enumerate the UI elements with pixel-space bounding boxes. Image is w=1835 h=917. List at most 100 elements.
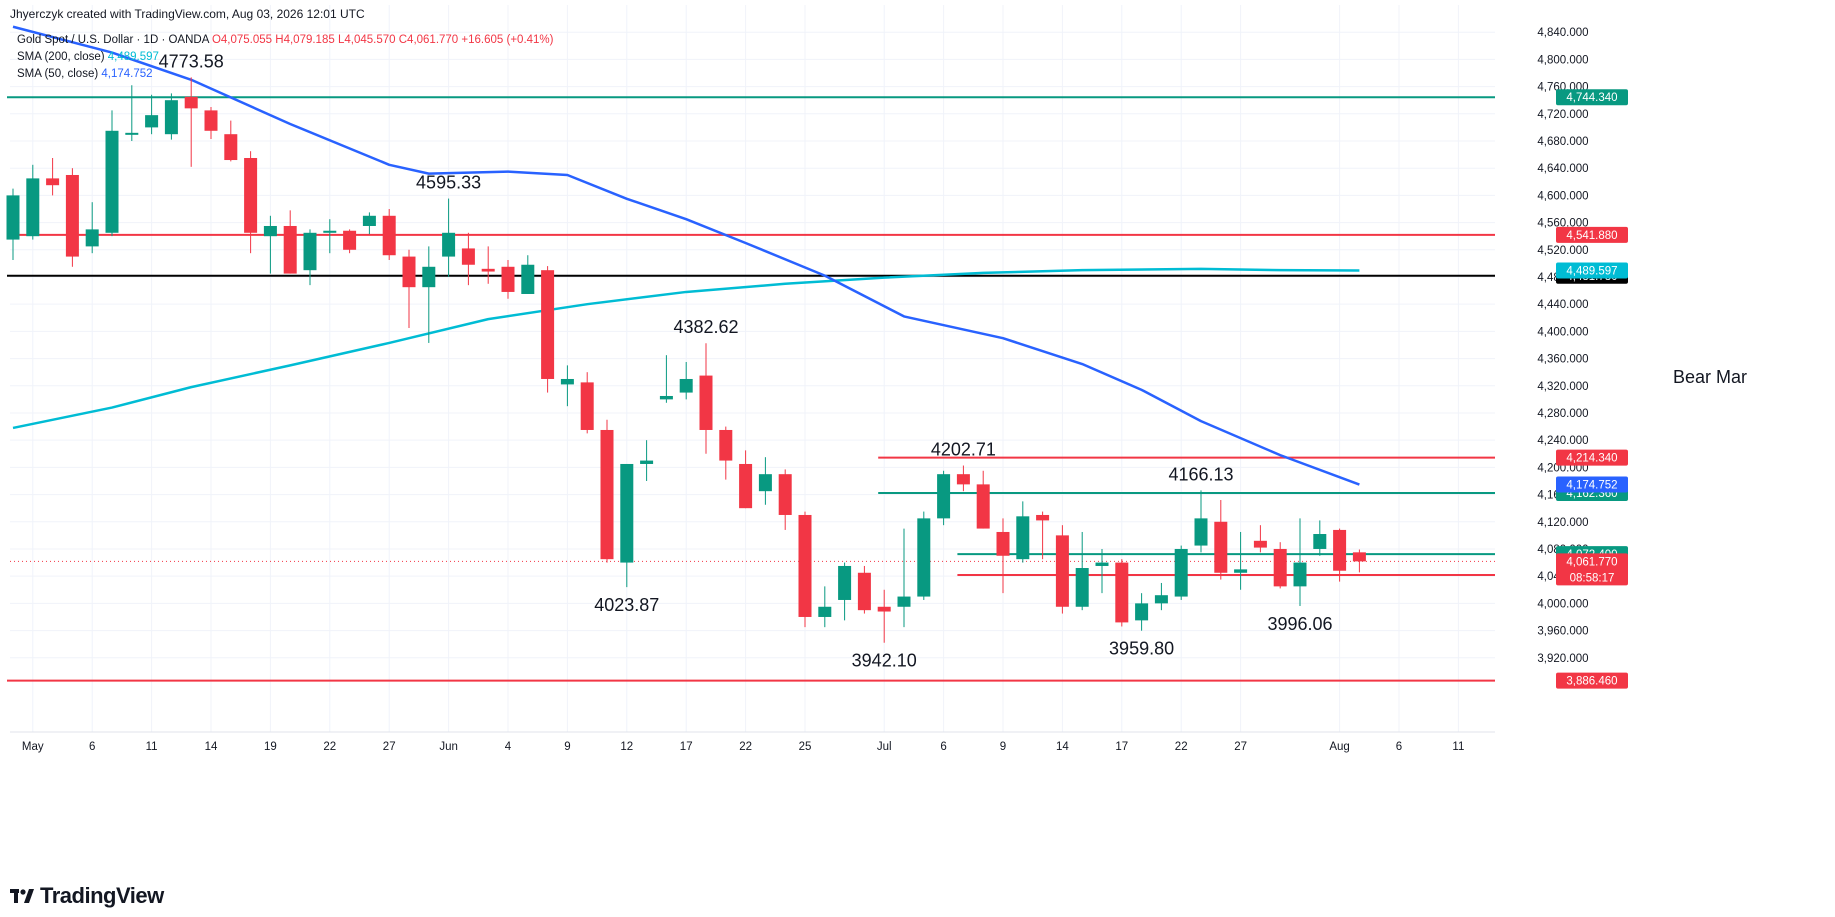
candle-body bbox=[323, 230, 337, 233]
x-tick-label: 12 bbox=[620, 741, 633, 753]
candle-body bbox=[778, 474, 792, 515]
level-price-tag-bg bbox=[1556, 449, 1628, 466]
candle-body bbox=[6, 195, 20, 240]
sma200-price-tag-bg bbox=[1556, 262, 1628, 279]
ohlc-close: C4,061.770 bbox=[398, 34, 459, 46]
x-tick-label: 14 bbox=[205, 741, 218, 753]
candle-body bbox=[937, 474, 951, 519]
candle-body bbox=[1352, 552, 1366, 562]
candle-body bbox=[1174, 548, 1188, 597]
level-price-tag: 3,886.460 bbox=[1566, 676, 1617, 688]
price-annotation: 4773.58 bbox=[159, 51, 224, 71]
candle-body bbox=[739, 463, 753, 509]
candle-body bbox=[1253, 540, 1267, 548]
candle-body bbox=[976, 484, 990, 529]
candle-body bbox=[46, 178, 60, 186]
candle-body bbox=[857, 572, 871, 611]
x-tick-label: Jun bbox=[439, 741, 458, 753]
x-tick-label: 19 bbox=[264, 741, 277, 753]
sma200-legend[interactable]: SMA (200, close) 4,489.597 bbox=[17, 51, 159, 63]
price-annotation: 3942.10 bbox=[852, 651, 917, 671]
candle-body bbox=[679, 378, 693, 393]
tradingview-brand[interactable]: TradingView bbox=[10, 883, 164, 909]
x-tick-label: 6 bbox=[940, 741, 946, 753]
candle-body bbox=[204, 110, 218, 131]
price-annotation: 4382.62 bbox=[673, 317, 738, 337]
level-price-tag: 4,541.880 bbox=[1566, 230, 1617, 242]
candle-body bbox=[818, 606, 832, 617]
candle-body bbox=[956, 474, 970, 485]
last-price-tag: 4,061.770 bbox=[1566, 556, 1617, 568]
y-tick-label: 4,000.000 bbox=[1537, 598, 1588, 610]
sma200-value: 4,489.597 bbox=[107, 51, 159, 63]
candle-body bbox=[164, 100, 178, 135]
x-tick-label: 22 bbox=[1175, 741, 1188, 753]
sma-200-line bbox=[12, 267, 1360, 430]
price-annotation: 4595.33 bbox=[416, 173, 481, 193]
candle-body bbox=[580, 382, 594, 430]
price-annotation: 4023.87 bbox=[594, 595, 659, 615]
candle-body bbox=[402, 256, 416, 288]
candle-body bbox=[1194, 518, 1208, 546]
candle-body bbox=[758, 474, 772, 492]
candle-body bbox=[125, 132, 139, 135]
ohlc-change: +16.605 (+0.41%) bbox=[461, 34, 554, 46]
candle-body bbox=[362, 215, 376, 226]
candle-body bbox=[422, 266, 436, 288]
x-tick-label: 25 bbox=[799, 741, 812, 753]
candle-body bbox=[838, 565, 852, 600]
y-tick-label: 4,520.000 bbox=[1537, 245, 1588, 257]
x-tick-label: 27 bbox=[1234, 741, 1247, 753]
y-tick-label: 4,240.000 bbox=[1537, 435, 1588, 447]
candle-body bbox=[1095, 562, 1109, 566]
x-tick-label: Aug bbox=[1329, 741, 1349, 753]
price-annotation: 4166.13 bbox=[1168, 464, 1233, 484]
candle-body bbox=[1313, 534, 1327, 549]
y-tick-label: 4,680.000 bbox=[1537, 136, 1588, 148]
candle-body bbox=[1293, 562, 1307, 587]
candle-body bbox=[541, 270, 555, 379]
y-tick-label: 4,280.000 bbox=[1537, 408, 1588, 420]
candle-body bbox=[26, 178, 40, 237]
candle-body bbox=[442, 232, 456, 257]
ohlc-low: L4,045.570 bbox=[337, 34, 396, 46]
y-tick-label: 4,320.000 bbox=[1537, 381, 1588, 393]
level-price-tag-bg bbox=[1556, 226, 1628, 243]
x-tick-label: May bbox=[22, 741, 44, 753]
x-tick-label: 14 bbox=[1056, 741, 1069, 753]
candle-body bbox=[224, 134, 238, 161]
symbol-legend[interactable]: Gold Spot / U.S. Dollar · 1D · OANDA O4,… bbox=[17, 34, 554, 46]
sma50-price-tag-bg bbox=[1556, 476, 1628, 493]
level-price-tag-bg bbox=[1556, 672, 1628, 689]
candle-body bbox=[65, 174, 79, 257]
candle-body bbox=[877, 606, 891, 612]
y-tick-label: 4,120.000 bbox=[1537, 517, 1588, 529]
sma50-price-tag: 4,174.752 bbox=[1566, 480, 1617, 492]
candle-body bbox=[1036, 514, 1050, 521]
x-tick-label: 27 bbox=[383, 741, 396, 753]
y-tick-label: 4,440.000 bbox=[1537, 299, 1588, 311]
candle-body bbox=[640, 460, 654, 464]
candle-body bbox=[1055, 535, 1069, 607]
x-tick-label: 9 bbox=[1000, 741, 1006, 753]
x-tick-label: 22 bbox=[739, 741, 752, 753]
x-tick-label: 17 bbox=[1115, 741, 1128, 753]
sma50-label: SMA (50, close) bbox=[17, 68, 99, 80]
sma-50-line bbox=[12, 25, 1360, 486]
candle-body bbox=[719, 429, 733, 461]
price-annotation: 3996.06 bbox=[1267, 614, 1332, 634]
x-tick-label: 4 bbox=[505, 741, 512, 753]
x-tick-label: 11 bbox=[1452, 741, 1464, 753]
sma50-legend[interactable]: SMA (50, close) 4,174.752 bbox=[17, 68, 153, 80]
candle-body bbox=[283, 225, 297, 274]
candle-body bbox=[481, 268, 495, 272]
candle-body bbox=[600, 429, 614, 560]
candle-body bbox=[501, 266, 515, 292]
candle-body bbox=[996, 531, 1010, 556]
y-tick-label: 4,640.000 bbox=[1537, 163, 1588, 175]
candle-body bbox=[382, 215, 396, 256]
ohlc-high: H4,079.185 bbox=[275, 34, 335, 46]
candle-body bbox=[620, 463, 634, 563]
x-tick-label: 11 bbox=[146, 741, 158, 753]
